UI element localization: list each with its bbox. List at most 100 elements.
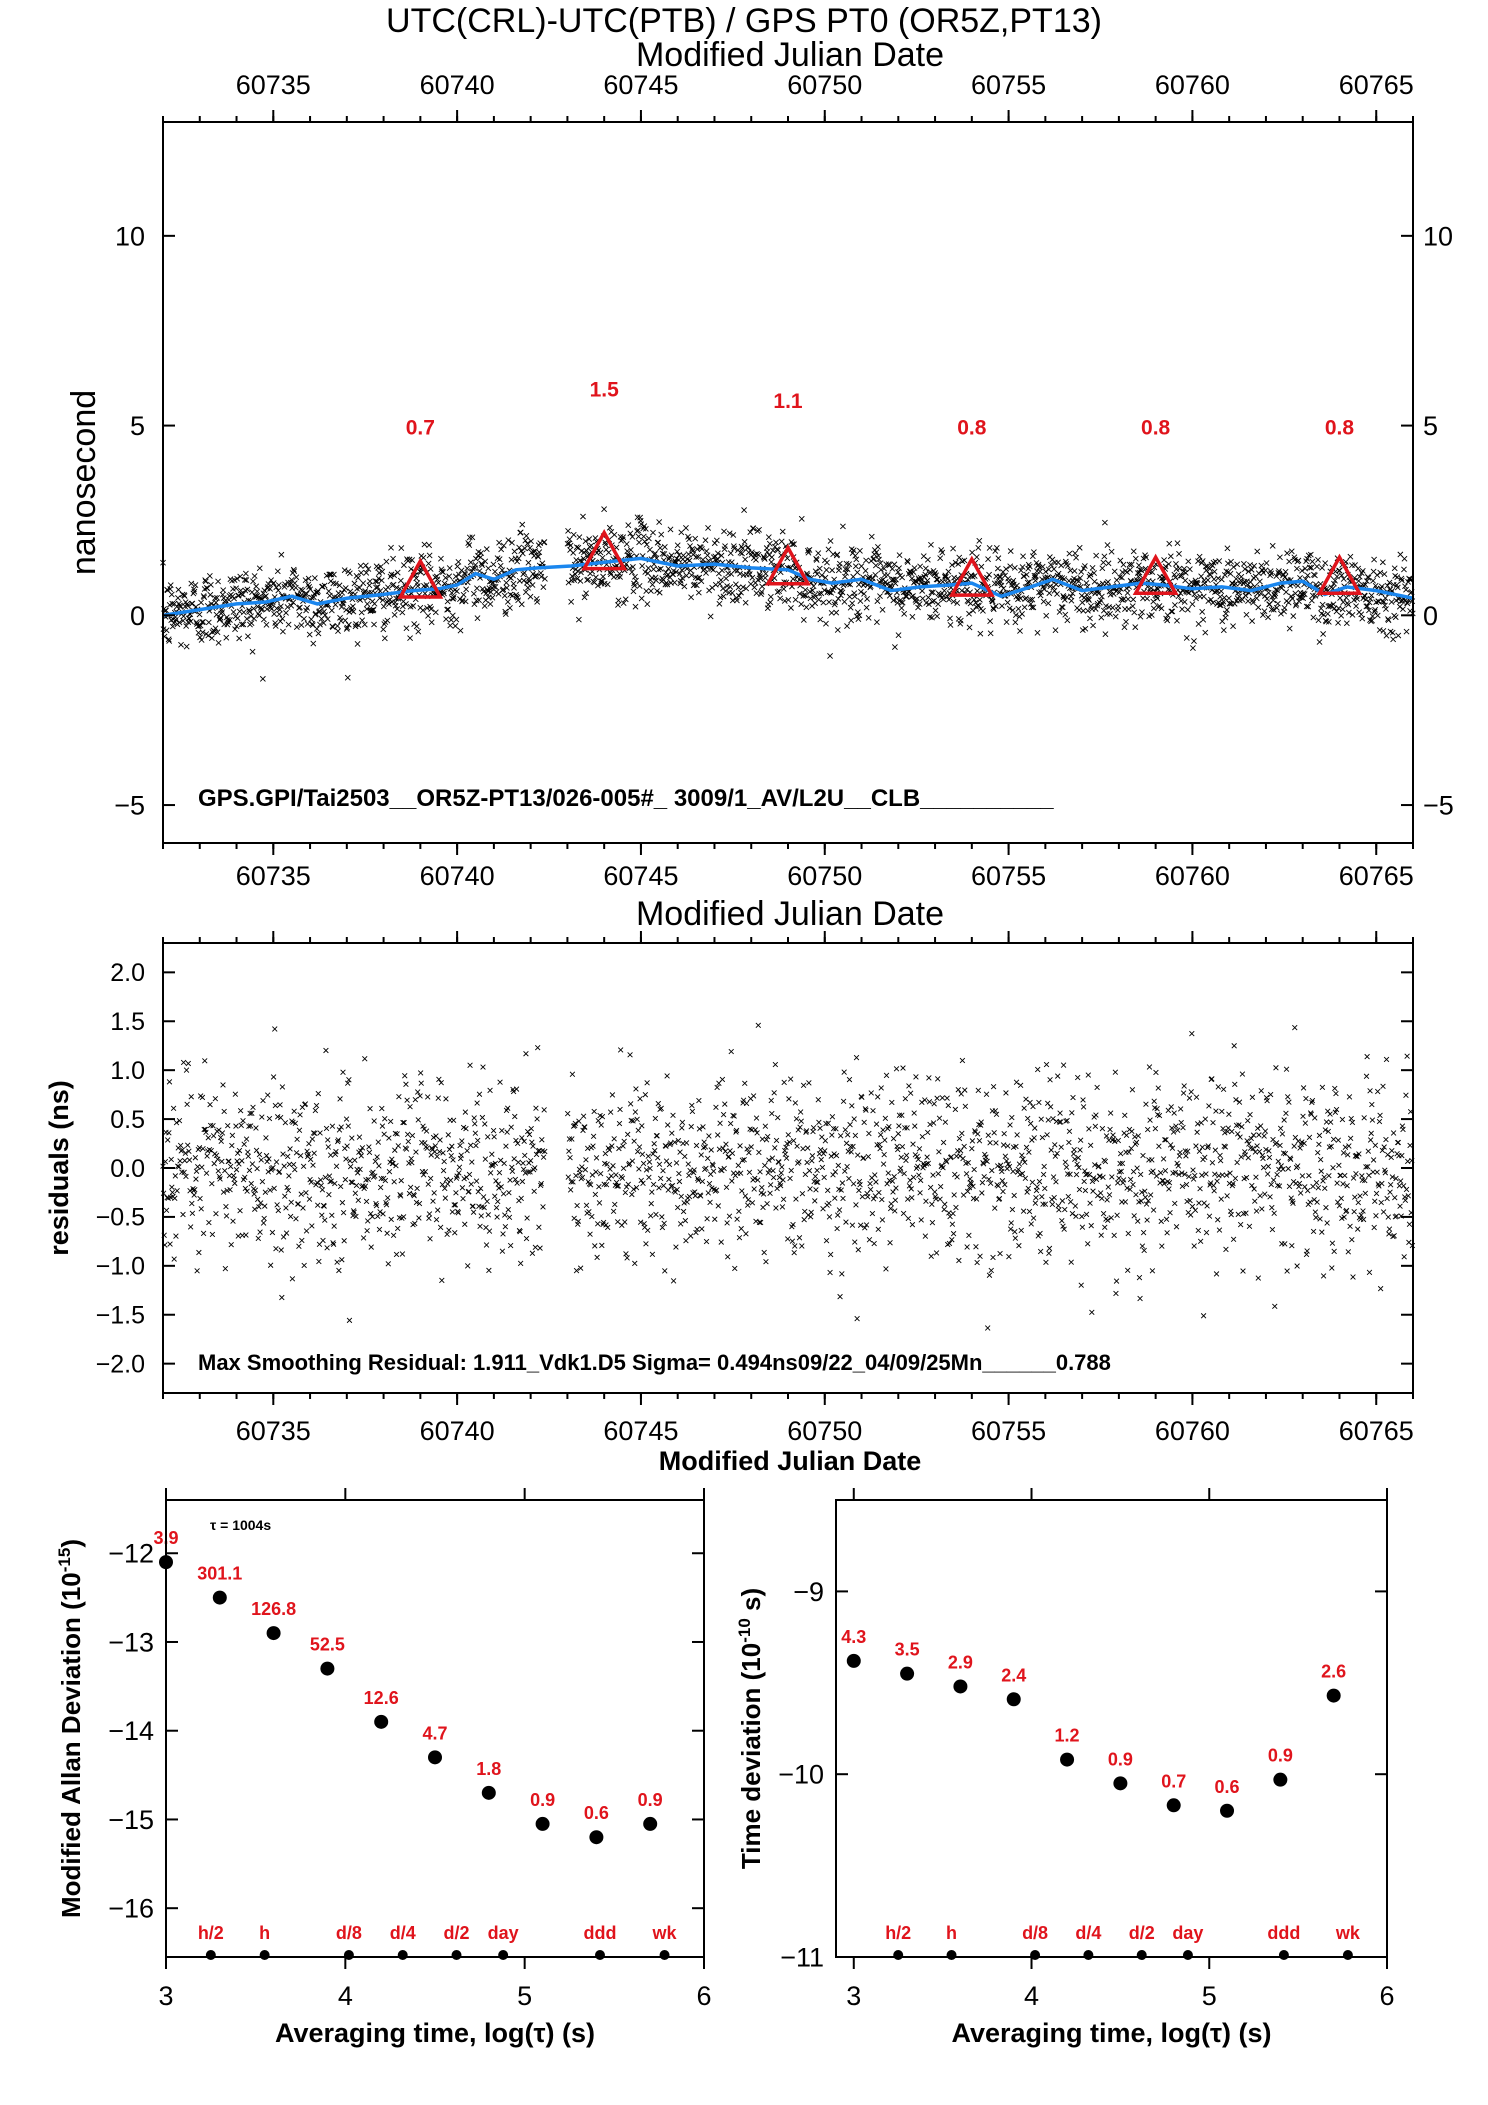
residual-point [1351,1209,1357,1215]
residual-point [981,1173,987,1180]
residual-point [715,1203,722,1209]
data-point [1286,558,1293,565]
data-point [291,580,298,587]
residual-point [1368,1130,1374,1137]
residual-point [367,1105,373,1112]
data-point [726,530,733,537]
residual-point [771,1090,777,1096]
residual-point [1020,1208,1027,1214]
data-point [790,575,796,582]
residual-point [1002,1181,1008,1188]
data-point [655,566,662,573]
residual-point [1381,1144,1387,1150]
residual-point [1150,1207,1157,1213]
residual-point [437,1137,443,1143]
residual-point [514,1140,521,1147]
triangle-marker [1132,553,1179,596]
residual-point [830,1125,837,1132]
residual-point [866,1237,873,1243]
residual-point [486,1228,493,1234]
residual-point [1077,1147,1083,1153]
residual-point [273,1159,280,1165]
residual-point [742,1080,748,1087]
residual-point [647,1165,653,1172]
data-point [707,613,714,620]
data-point [664,581,671,588]
residual-point [1294,1263,1300,1269]
residual-point [1034,1184,1040,1190]
data-point [492,568,498,575]
residual-point [171,1256,177,1262]
data-point [879,606,886,613]
residual-point [754,1177,761,1183]
residual-point [887,1240,893,1246]
data-point [764,548,771,555]
residual-point [882,1137,888,1143]
residual-point [1103,1133,1110,1139]
data-point [689,546,696,552]
residual-point [350,1208,357,1214]
residual-point [300,1205,306,1211]
residual-point [656,1161,663,1168]
residual-point [1062,1159,1069,1165]
data-point [469,534,476,541]
residual-point [279,1294,285,1301]
interval-marker [259,1950,270,1960]
data-point [592,535,599,541]
residual-point [632,1109,639,1115]
residual-point [1086,1126,1092,1132]
data-point [915,575,922,582]
residual-point [1260,1155,1266,1162]
residual-point [1336,1162,1342,1169]
residual-point [535,1148,542,1154]
residual-point [1075,1155,1082,1161]
data-point [1368,592,1375,599]
data-point [1124,569,1130,576]
data-point [391,611,398,618]
data-point [528,538,534,545]
residual-point [573,1267,580,1274]
data-point [1308,597,1315,604]
residual-point [738,1225,744,1232]
data-point [686,557,693,564]
residual-point [614,1183,620,1189]
data-point [1129,603,1136,610]
data-point [625,522,632,529]
residual-point [448,1152,454,1159]
residual-point [412,1096,419,1103]
residual-point [1200,1313,1207,1319]
data-point [993,544,1000,551]
residual-point [1180,1124,1186,1131]
data-point [688,572,695,579]
data-point [469,565,476,572]
data-point [653,577,660,584]
data-point [425,560,432,567]
residual-point [1188,1089,1194,1095]
data-point [452,573,459,580]
residual-point [940,1165,946,1171]
residual-point [952,1106,959,1113]
residual-point [596,1200,603,1206]
residual-point [865,1153,872,1160]
residual-point [473,1142,479,1149]
data-point [1283,589,1290,595]
data-point [474,615,481,622]
residual-point [1082,1168,1088,1174]
residual-point [1239,1124,1245,1130]
x-axis-title: Modified Julian Date [659,1446,922,1476]
y-tick-label: −1.5 [96,1301,145,1329]
data-point [1227,600,1233,607]
data-point [205,619,212,626]
data-point [467,559,474,566]
residual-point [493,1178,499,1184]
residual-point [1171,1110,1177,1116]
residual-point [1199,1144,1206,1150]
residual-point [1296,1180,1303,1187]
residual-point [842,1168,848,1174]
data-point [661,544,668,550]
data-point [417,569,424,576]
data-point [200,593,207,599]
data-point [1339,606,1346,613]
residual-point [1116,1169,1123,1175]
data-point [330,571,337,578]
